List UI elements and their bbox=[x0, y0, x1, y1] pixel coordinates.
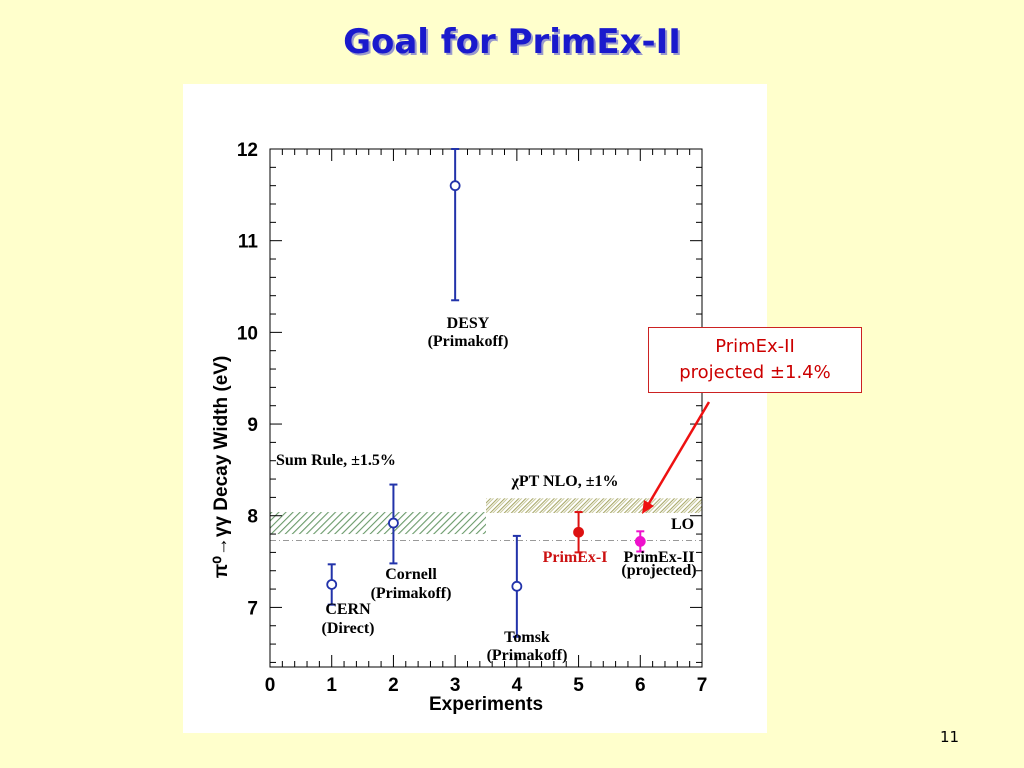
point-label: Cornell bbox=[385, 566, 437, 583]
point-sublabel: (projected) bbox=[621, 562, 696, 579]
band-label: χPT NLO, ±1% bbox=[511, 473, 619, 490]
y-tick-label: 7 bbox=[247, 598, 258, 619]
data-point bbox=[326, 579, 338, 590]
y-axis-label: π⁰→γγ Decay Width (eV) bbox=[211, 356, 232, 579]
x-tick-label: 7 bbox=[697, 675, 708, 696]
reference-line-label: LO bbox=[671, 516, 694, 533]
x-tick-label: 0 bbox=[265, 675, 276, 696]
data-points bbox=[326, 148, 646, 638]
data-point bbox=[449, 180, 461, 192]
theory-band bbox=[486, 498, 702, 513]
point-label: CERN bbox=[325, 601, 371, 618]
point-sublabel: (Primakoff) bbox=[487, 647, 568, 664]
data-point bbox=[511, 580, 523, 592]
y-tick-label: 8 bbox=[247, 507, 258, 528]
point-label: PrimEx-I bbox=[543, 549, 608, 566]
point-labels: CERN(Direct)Cornell(Primakoff)DESY(Prima… bbox=[276, 315, 697, 664]
data-point bbox=[388, 517, 399, 529]
point-label: Tomsk bbox=[504, 629, 550, 646]
data-point bbox=[634, 535, 646, 547]
theory-bands bbox=[270, 498, 702, 535]
y-tick-label: 10 bbox=[237, 323, 258, 344]
projection-callout: PrimEx-II projected ±1.4% bbox=[648, 327, 862, 393]
point-sublabel: (Primakoff) bbox=[428, 333, 509, 350]
callout-line-1: PrimEx-II bbox=[715, 336, 795, 357]
y-tick-label: 9 bbox=[247, 415, 258, 436]
slide-number: 11 bbox=[940, 728, 960, 746]
x-tick-label: 2 bbox=[388, 675, 399, 696]
chart-panel: 0 1 2 3 4 5 6 7 7 8 9 10 11 12 CERN (Direct) Cornell (Pr… bbox=[183, 84, 767, 733]
callout-line-2: projected ±1.4% bbox=[679, 362, 831, 383]
x-tick-label: 6 bbox=[635, 675, 646, 696]
slide-title: Goal for PrimEx-II bbox=[343, 22, 681, 62]
band-label: Sum Rule, ±1.5% bbox=[276, 452, 396, 469]
x-tick-label: 4 bbox=[512, 675, 523, 696]
point-sublabel: (Direct) bbox=[322, 620, 375, 637]
y-tick-label: 11 bbox=[238, 232, 259, 253]
y-tick-label: 12 bbox=[237, 140, 258, 161]
x-tick-label: 5 bbox=[573, 675, 584, 696]
x-tick-label: 3 bbox=[450, 675, 461, 696]
point-label: PrimEx-II bbox=[623, 549, 694, 566]
point-sublabel: (Primakoff) bbox=[371, 585, 452, 602]
x-tick-label: 1 bbox=[326, 675, 337, 696]
theory-band bbox=[270, 512, 486, 535]
data-point bbox=[573, 526, 584, 538]
plot-frame bbox=[269, 148, 703, 668]
point-label: DESY bbox=[447, 315, 490, 332]
x-axis-label: Experiments bbox=[429, 694, 543, 715]
